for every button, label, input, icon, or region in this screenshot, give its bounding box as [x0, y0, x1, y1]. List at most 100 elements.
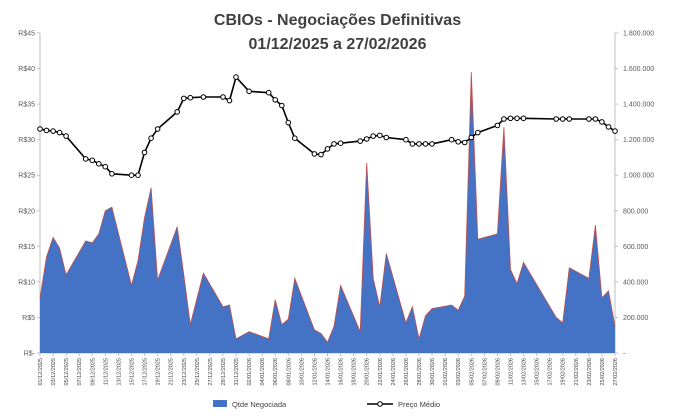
x-tick-label: 19/12/2025: [156, 358, 162, 386]
x-tick-label: 15/12/2025: [129, 358, 135, 386]
preco-medio-point: [37, 126, 43, 132]
preco-medio-point: [109, 171, 115, 177]
x-tick-label: 17/02/2026: [548, 358, 554, 386]
preco-medio-point: [89, 157, 96, 164]
preco-medio-point: [331, 141, 337, 147]
x-tick-label: 21/12/2025: [169, 358, 175, 386]
chart-title: CBIOs - Negociações Definitivas: [213, 12, 462, 29]
x-tick-label: 22/01/2026: [378, 358, 384, 386]
preco-medio-point: [357, 138, 364, 144]
preco-medio-point: [128, 172, 135, 178]
x-tick-label: 11/02/2026: [508, 358, 514, 385]
preco-medio-point: [429, 141, 435, 147]
x-tick-label: 29/12/2025: [221, 358, 227, 386]
x-tick-label: 06/01/2026: [273, 358, 279, 386]
preco-medio-point: [96, 161, 102, 167]
x-tick-label: 28/01/2026: [417, 358, 423, 386]
x-tick-label: 25/02/2026: [600, 358, 606, 386]
preco-medio-point: [520, 115, 527, 122]
preco-medio-point: [50, 128, 56, 134]
preco-medio-point: [311, 151, 318, 157]
x-tick-label: 05/12/2025: [64, 358, 70, 386]
x-tick-label: 19/02/2026: [561, 358, 567, 386]
x-tick-label: 10/01/2026: [299, 358, 305, 386]
preco-medio-point: [246, 88, 252, 95]
preco-medio-point: [507, 115, 514, 122]
preco-medio-point: [337, 140, 344, 146]
legend-label-qtde: Qtde Negociada: [232, 400, 287, 409]
x-tick-label: 09/02/2026: [495, 358, 501, 386]
x-tick-label: 18/01/2026: [352, 358, 358, 386]
x-tick-label: 01/12/2025: [38, 358, 44, 386]
right-tick-label: 1.600.000: [623, 66, 654, 73]
right-tick-label: 400.000: [623, 279, 648, 286]
x-tick-label: 21/02/2026: [574, 358, 580, 386]
x-tick-label: 24/01/2026: [391, 358, 397, 386]
x-tick-label: 09/12/2025: [90, 358, 96, 386]
line-preco-medio: [39, 75, 616, 176]
preco-medio-point: [363, 136, 370, 142]
preco-medio-point: [494, 122, 501, 129]
preco-medio-point: [592, 116, 599, 122]
right-tick-label: -: [623, 351, 626, 358]
preco-medio-point: [279, 102, 285, 109]
preco-medio-point: [448, 136, 455, 143]
preco-medio-point: [468, 134, 475, 141]
left-tick-label: R$45: [18, 31, 35, 38]
preco-medio-point: [63, 133, 69, 139]
preco-medio-point: [318, 151, 324, 158]
x-tick-label: 16/01/2026: [339, 358, 345, 386]
preco-medio-point: [612, 128, 618, 134]
x-tick-label: 03/12/2025: [51, 358, 57, 386]
preco-medio-point: [553, 116, 560, 122]
right-tick-label: 600.000: [623, 244, 648, 251]
x-tick-label: 07/12/2025: [77, 358, 83, 386]
x-tick-label: 08/01/2026: [286, 358, 292, 386]
area-qtde-negociada: [40, 72, 615, 353]
x-tick-label: 15/02/2026: [535, 358, 541, 386]
legend-swatch-qtde: [213, 400, 227, 407]
preco-medio-point: [43, 127, 50, 134]
x-tick-label: 03/02/2026: [456, 358, 462, 386]
preco-medio-point: [200, 94, 207, 100]
x-tick-label: 14/01/2026: [326, 358, 332, 386]
x-tick-label: 31/12/2025: [234, 358, 240, 386]
x-tick-label: 27/12/2025: [208, 358, 214, 386]
preco-medio-point: [586, 116, 592, 122]
right-tick-label: 1.200.000: [623, 137, 654, 144]
preco-medio-point: [154, 126, 161, 132]
x-tick-label: 26/01/2026: [404, 358, 410, 386]
preco-medio-point: [501, 116, 507, 122]
right-tick-label: 800.000: [623, 208, 648, 215]
area-qtde-negociada-edge: [39, 72, 616, 344]
left-tick-label: R$40: [18, 66, 35, 73]
legend-marker-preco: [377, 401, 383, 407]
left-tick-label: R$35: [18, 102, 35, 109]
x-tick-label: 01/02/2026: [443, 358, 449, 386]
preco-medio-point: [559, 116, 566, 122]
legend-label-preco: Preço Médio: [398, 400, 440, 409]
preco-medio-point: [599, 119, 605, 125]
preco-medio-point: [82, 156, 89, 162]
preco-medio-point: [292, 135, 298, 141]
preco-medio-point: [174, 109, 180, 115]
preco-medio-point: [416, 141, 422, 147]
x-tick-label: 07/02/2026: [482, 358, 488, 386]
preco-medio-point: [605, 124, 612, 130]
preco-medio-point: [383, 134, 390, 141]
preco-medio-point: [422, 141, 429, 147]
preco-medio-point: [56, 129, 63, 136]
preco-medio-point: [135, 172, 141, 178]
left-tick-label: R$20: [18, 208, 35, 215]
preco-medio-point: [409, 141, 416, 147]
left-tick-label: R$30: [18, 137, 35, 144]
preco-medio-point: [377, 132, 383, 139]
right-tick-label: 200.000: [623, 315, 648, 322]
x-tick-label: 13/12/2025: [116, 358, 122, 386]
chart-subtitle: 01/12/2025 a 27/02/2026: [248, 36, 427, 53]
preco-medio-point: [265, 89, 272, 96]
x-tick-label: 13/02/2026: [522, 358, 528, 386]
preco-medio-point: [226, 97, 233, 104]
left-tick-label: R$15: [18, 244, 35, 251]
